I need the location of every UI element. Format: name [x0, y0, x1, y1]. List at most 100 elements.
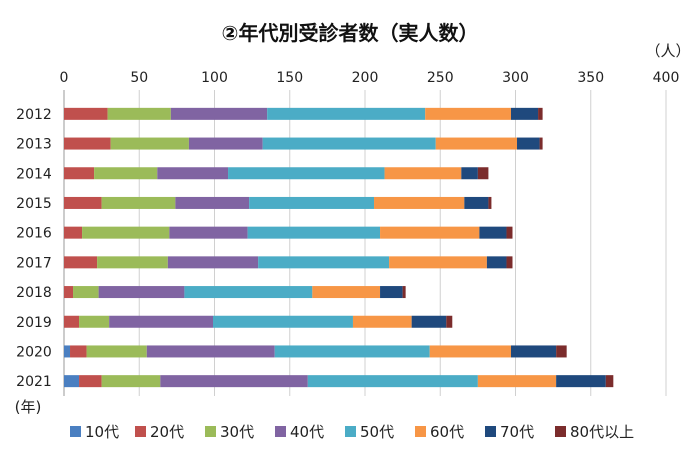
bar-segment — [274, 345, 430, 358]
bar-segment — [64, 315, 80, 328]
y-category-label: 2021 — [16, 374, 52, 390]
bar-segment — [477, 375, 557, 388]
bar-segment — [82, 226, 170, 239]
legend-label: 10代 — [85, 423, 119, 441]
bar-segment — [510, 107, 539, 120]
bar-segment — [486, 256, 507, 269]
bar-segment — [262, 137, 436, 150]
y-category-label: 2013 — [16, 137, 52, 153]
bar-segment — [267, 107, 426, 120]
legend-swatch — [555, 426, 566, 437]
bar-segment — [307, 375, 478, 388]
bar-segment — [175, 196, 250, 209]
legend-label: 80代以上 — [570, 423, 634, 441]
bar-segment — [380, 226, 480, 239]
bar-segment — [228, 167, 385, 180]
legend-swatch — [70, 426, 81, 437]
bar-segment — [506, 226, 513, 239]
bar-segment — [429, 345, 511, 358]
bar-segment — [402, 286, 406, 299]
x-tick-label: 200 — [352, 70, 379, 86]
bar-segment — [247, 226, 381, 239]
bar-segment — [109, 315, 213, 328]
bar-segment — [64, 286, 74, 299]
legend-swatch — [415, 426, 426, 437]
x-tick-label: 50 — [130, 70, 148, 86]
legend-swatch — [135, 426, 146, 437]
x-axis-tick-labels: 0 50 100 150 200 250 300 350 400 — [60, 70, 680, 86]
bar-segment — [488, 196, 492, 209]
bar-segment — [79, 315, 110, 328]
legend-label: 20代 — [150, 423, 184, 441]
y-category-label: 2017 — [16, 255, 52, 271]
bar-segment — [110, 137, 189, 150]
bar-segment — [94, 167, 158, 180]
bar-segment — [64, 256, 98, 269]
bar-segment — [258, 256, 390, 269]
bar-segment — [184, 286, 313, 299]
bar-segment — [98, 286, 185, 299]
legend-label: 70代 — [500, 423, 534, 441]
bar-segment — [556, 345, 567, 358]
x-tick-label: 400 — [653, 70, 680, 86]
bar-segment — [107, 107, 171, 120]
bar-segment — [605, 375, 614, 388]
bar-segment — [64, 137, 111, 150]
bar-segment — [70, 345, 87, 358]
y-axis-category-labels: 2012 2013 2014 2015 2016 2017 2018 2019 2020 2021 — [16, 107, 52, 390]
y-category-label: 2020 — [16, 344, 52, 360]
legend-label: 60代 — [430, 423, 464, 441]
bar-segment — [380, 286, 403, 299]
bar-segment — [461, 167, 478, 180]
bar-segment — [556, 375, 606, 388]
y-category-label: 2014 — [16, 166, 52, 182]
x-tick-label: 100 — [201, 70, 228, 86]
bar-segment — [389, 256, 487, 269]
bar-segment — [539, 137, 543, 150]
bar-segment — [425, 107, 511, 120]
chart-title: ②年代別受診者数（実人数） — [222, 21, 479, 45]
bar-segment — [384, 167, 462, 180]
bar-segment — [157, 167, 229, 180]
bar-segment — [73, 286, 99, 299]
x-tick-label: 300 — [502, 70, 529, 86]
bar-segment — [86, 345, 147, 358]
bar-segment — [101, 196, 176, 209]
bar-segment — [79, 375, 102, 388]
bar-segment — [169, 226, 248, 239]
y-category-label: 2018 — [16, 285, 52, 301]
bar-segment — [538, 107, 543, 120]
bar-segment — [435, 137, 518, 150]
bar-segment — [64, 167, 95, 180]
y-category-label: 2012 — [16, 107, 52, 123]
bar-segment — [477, 167, 489, 180]
legend-swatch — [485, 426, 496, 437]
legend-label: 50代 — [360, 423, 394, 441]
bar-segment — [411, 315, 447, 328]
bar-segment — [64, 345, 71, 358]
bar-segment — [464, 196, 489, 209]
bar-segment — [146, 345, 275, 358]
x-tick-label: 150 — [276, 70, 303, 86]
bar-segment — [97, 256, 168, 269]
bar-segment — [517, 137, 540, 150]
bar-segment — [506, 256, 513, 269]
legend-swatch — [205, 426, 216, 437]
y-axis-unit-label: (年) — [15, 398, 42, 416]
bar-segment — [312, 286, 381, 299]
bars — [64, 107, 614, 388]
x-tick-label: 250 — [427, 70, 454, 86]
bar-segment — [64, 375, 80, 388]
legend-label: 30代 — [220, 423, 254, 441]
bar-segment — [167, 256, 259, 269]
bar-segment — [212, 315, 353, 328]
legend-swatch — [345, 426, 356, 437]
x-tick-label: 350 — [577, 70, 604, 86]
bar-segment — [101, 375, 161, 388]
x-axis-unit-label: （人） — [645, 42, 690, 60]
legend-label: 40代 — [290, 423, 324, 441]
legend-swatch — [275, 426, 286, 437]
bar-segment — [64, 107, 108, 120]
